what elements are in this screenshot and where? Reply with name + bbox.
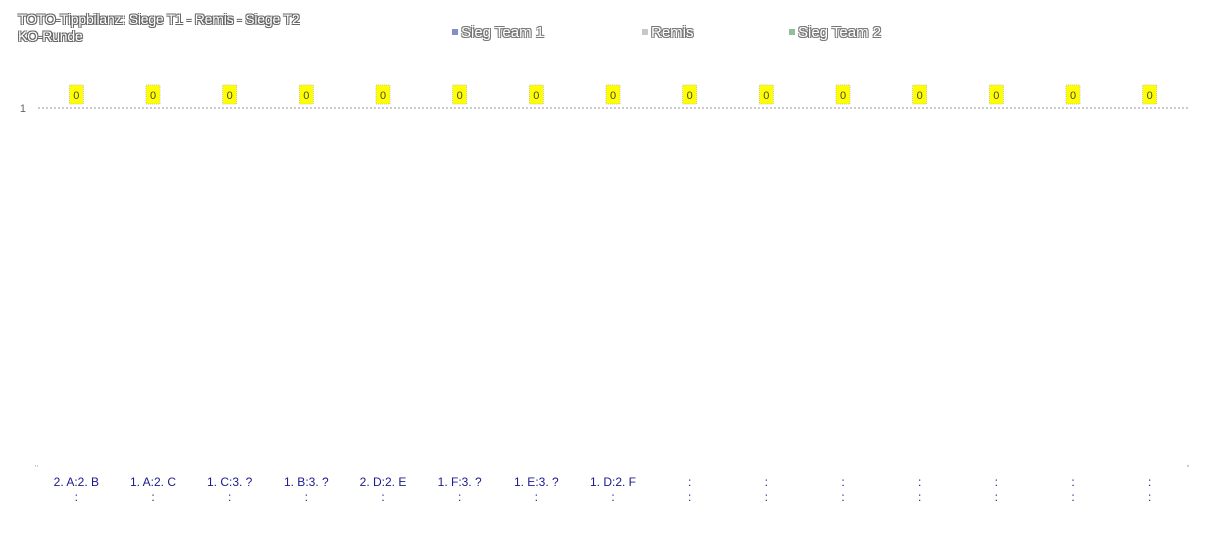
x-tick-label: : bbox=[688, 475, 691, 489]
data-label-box bbox=[528, 84, 544, 105]
data-label-box bbox=[145, 84, 161, 105]
x-tick-label: : bbox=[1071, 475, 1074, 489]
x-tick-label-line2: : bbox=[688, 490, 691, 504]
data-label-box bbox=[375, 84, 391, 105]
legend-label-team1: Sieg Team 1 bbox=[461, 24, 545, 41]
data-label: 0 bbox=[1070, 90, 1076, 102]
data-label: 0 bbox=[150, 90, 156, 102]
x-tick-label: : bbox=[918, 475, 921, 489]
x-tick-label: 1. B:3. ? bbox=[284, 475, 329, 489]
x-tick-label-line2: : bbox=[918, 490, 921, 504]
x-tick-label: : bbox=[1148, 475, 1151, 489]
x-tick-label: 2. D:2. E bbox=[360, 475, 407, 489]
data-label-box bbox=[835, 84, 851, 105]
data-label: 0 bbox=[993, 90, 999, 102]
data-label: 0 bbox=[917, 90, 923, 102]
x-tick-label-line2: : bbox=[611, 490, 614, 504]
x-tick-label-line2: : bbox=[1071, 490, 1074, 504]
x-tick-label-line2: : bbox=[841, 490, 844, 504]
data-label: 0 bbox=[457, 90, 463, 102]
x-tick-label: : bbox=[995, 475, 998, 489]
data-label: 0 bbox=[610, 90, 616, 102]
x-tick-label: 1. D:2. F bbox=[590, 475, 636, 489]
data-label: 0 bbox=[227, 90, 233, 102]
chart-subtitle: KO-Runde bbox=[18, 28, 83, 44]
x-tick-label-line2: : bbox=[535, 490, 538, 504]
x-tick-label: 1. E:3. ? bbox=[514, 475, 559, 489]
data-label-box bbox=[1065, 84, 1081, 105]
data-label: 0 bbox=[73, 90, 79, 102]
legend-swatch-team1 bbox=[452, 29, 458, 35]
data-label-box bbox=[1142, 84, 1158, 105]
data-label-box bbox=[682, 84, 698, 105]
x-tick-label: 1. C:3. ? bbox=[207, 475, 253, 489]
data-label-box bbox=[912, 84, 928, 105]
legend-swatch-team2 bbox=[789, 29, 795, 35]
legend-label-remis: Remis bbox=[651, 24, 694, 41]
x-tick-label-line2: : bbox=[305, 490, 308, 504]
data-label: 0 bbox=[1147, 90, 1153, 102]
x-tick-label-line2: : bbox=[995, 490, 998, 504]
x-tick-label-line2: : bbox=[228, 490, 231, 504]
data-label-box bbox=[452, 84, 468, 105]
y-tick-label: 1 bbox=[20, 103, 26, 115]
x-tick-label: 1. A:2. C bbox=[130, 475, 176, 489]
legend-label-team2: Sieg Team 2 bbox=[798, 24, 882, 41]
x-tick-label-line2: : bbox=[1148, 490, 1151, 504]
data-label-box bbox=[758, 84, 774, 105]
data-label: 0 bbox=[303, 90, 309, 102]
chart-title: TOTO-Tippbilanz: Siege T1 - Remis - Sieg… bbox=[18, 11, 300, 27]
data-label: 0 bbox=[380, 90, 386, 102]
x-tick-label: : bbox=[841, 475, 844, 489]
x-tick-label: 1. F:3. ? bbox=[438, 475, 482, 489]
data-label: 0 bbox=[763, 90, 769, 102]
data-label-box bbox=[298, 84, 314, 105]
x-tick-label: 2. A:2. B bbox=[54, 475, 99, 489]
x-tick-label-line2: : bbox=[458, 490, 461, 504]
data-label-box bbox=[605, 84, 621, 105]
x-tick-label-line2: : bbox=[765, 490, 768, 504]
data-label: 0 bbox=[840, 90, 846, 102]
legend-item-remis: Remis bbox=[642, 24, 694, 41]
data-label: 0 bbox=[533, 90, 539, 102]
legend-item-team2: Sieg Team 2 bbox=[789, 24, 881, 41]
data-label: 0 bbox=[687, 90, 693, 102]
data-label-box bbox=[222, 84, 238, 105]
data-label-box bbox=[988, 84, 1004, 105]
x-tick-label-line2: : bbox=[381, 490, 384, 504]
x-tick-label-line2: : bbox=[75, 490, 78, 504]
legend-swatch-remis bbox=[642, 29, 648, 35]
data-label-box bbox=[68, 84, 84, 105]
x-tick-label: : bbox=[765, 475, 768, 489]
x-tick-label-line2: : bbox=[151, 490, 154, 504]
legend-item-team1: Sieg Team 1 bbox=[452, 24, 544, 41]
